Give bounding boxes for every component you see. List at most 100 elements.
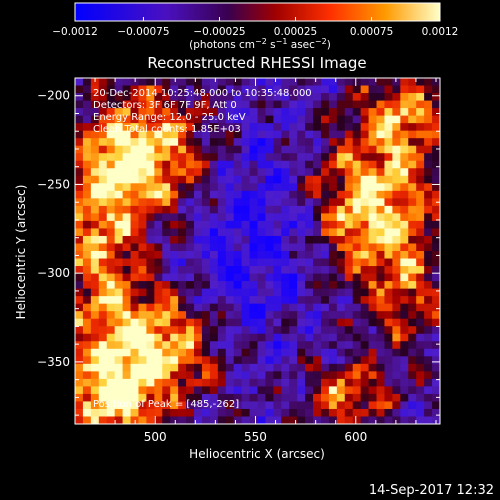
heatmap-cell — [376, 183, 386, 192]
heatmap-cell — [408, 183, 417, 192]
heatmap-cell — [201, 341, 211, 350]
heatmap-cell — [154, 326, 163, 335]
heatmap-cell — [384, 108, 393, 117]
heatmap-cell — [392, 243, 401, 252]
heatmap-cell — [170, 341, 179, 350]
heatmap-cell — [170, 386, 179, 395]
heatmap-cell — [186, 386, 195, 395]
heatmap-cell — [146, 190, 155, 199]
heatmap-cell — [225, 251, 235, 260]
heatmap-cell — [432, 78, 440, 87]
heatmap-cell — [328, 281, 338, 290]
heatmap-cell — [384, 326, 393, 335]
heatmap-cell — [352, 175, 362, 184]
heatmap-cell — [98, 160, 108, 169]
heatmap-cell — [233, 326, 243, 335]
heatmap-cell — [225, 273, 235, 282]
heatmap-cell — [313, 175, 322, 184]
heatmap-cell — [297, 228, 306, 237]
heatmap-cell — [392, 130, 401, 139]
heatmap-cell — [313, 251, 322, 260]
heatmap-cell — [217, 356, 227, 365]
heatmap-cell — [82, 235, 92, 245]
heatmap-cell — [400, 175, 409, 184]
heatmap-cell — [82, 288, 92, 297]
heatmap-cell — [305, 341, 314, 350]
heatmap-cell — [82, 273, 92, 282]
heatmap-cell — [217, 243, 227, 252]
heatmap-cell — [368, 145, 378, 154]
heatmap-cell — [297, 281, 306, 290]
heatmap-cell — [392, 153, 401, 162]
heatmap-cell — [320, 266, 330, 275]
heatmap-cell — [201, 123, 211, 132]
heatmap-cell — [297, 235, 306, 245]
heatmap-cell — [281, 401, 290, 410]
x-tick-label: 600 — [344, 430, 367, 444]
heatmap-cell — [432, 145, 440, 154]
heatmap-cell — [233, 303, 243, 312]
heatmap-cell — [114, 311, 124, 320]
heatmap-cell — [416, 273, 425, 282]
heatmap-cell — [146, 378, 155, 387]
heatmap-cell — [225, 190, 235, 199]
heatmap-cell — [289, 386, 298, 395]
heatmap-cell — [320, 393, 330, 403]
heatmap-cell — [217, 160, 227, 169]
heatmap-cell — [265, 333, 274, 342]
heatmap-cell — [313, 296, 322, 305]
heatmap-cell — [146, 303, 155, 312]
heatmap-cell — [82, 363, 92, 372]
heatmap-cell — [289, 333, 298, 342]
heatmap-cell — [225, 341, 235, 350]
heatmap-cell — [82, 258, 92, 267]
heatmap-cell — [313, 93, 322, 102]
heatmap-cell — [297, 258, 306, 267]
heatmap-cell — [257, 213, 267, 222]
heatmap-cell — [289, 273, 298, 282]
heatmap-cell — [209, 348, 219, 357]
heatmap-cell — [320, 386, 330, 395]
heatmap-cell — [320, 333, 330, 342]
heatmap-cell — [368, 363, 378, 372]
heatmap-cell — [408, 145, 417, 154]
heatmap-cell — [416, 378, 425, 387]
heatmap-cell — [201, 356, 211, 365]
heatmap-cell — [376, 138, 386, 147]
heatmap-cell — [82, 356, 92, 365]
heatmap-cell — [154, 333, 163, 342]
heatmap-cell — [392, 190, 401, 199]
heatmap-cell — [75, 100, 84, 109]
heatmap-cell — [146, 386, 155, 395]
heatmap-cell — [201, 363, 211, 372]
heatmap-cell — [122, 100, 132, 109]
heatmap-cell — [273, 393, 282, 403]
heatmap-cell — [408, 93, 417, 102]
heatmap-cell — [146, 258, 155, 267]
heatmap-cell — [241, 130, 251, 139]
heatmap-cell — [328, 198, 338, 207]
heatmap-cell — [392, 138, 401, 147]
heatmap-cell — [178, 123, 187, 132]
heatmap-cell — [416, 153, 425, 162]
heatmap-cell — [82, 85, 92, 94]
heatmap-cell — [241, 190, 251, 199]
heatmap-cell — [352, 371, 362, 380]
heatmap-cell — [384, 220, 393, 230]
heatmap-cell — [130, 408, 140, 418]
y-tick-label: −200 — [37, 89, 70, 103]
heatmap-cell — [90, 333, 100, 342]
heatmap-cell — [392, 123, 401, 132]
heatmap-cell — [178, 288, 187, 297]
heatmap-cell — [336, 416, 346, 424]
heatmap-cell — [313, 341, 322, 350]
heatmap-cell — [217, 303, 227, 312]
heatmap-cell — [392, 258, 401, 267]
heatmap-cell — [297, 311, 306, 320]
heatmap-cell — [432, 183, 440, 192]
heatmap-cell — [376, 108, 386, 117]
heatmap-cell — [392, 145, 401, 154]
heatmap-cell — [424, 371, 433, 380]
heatmap-cell — [400, 228, 409, 237]
heatmap-cell — [217, 205, 227, 214]
